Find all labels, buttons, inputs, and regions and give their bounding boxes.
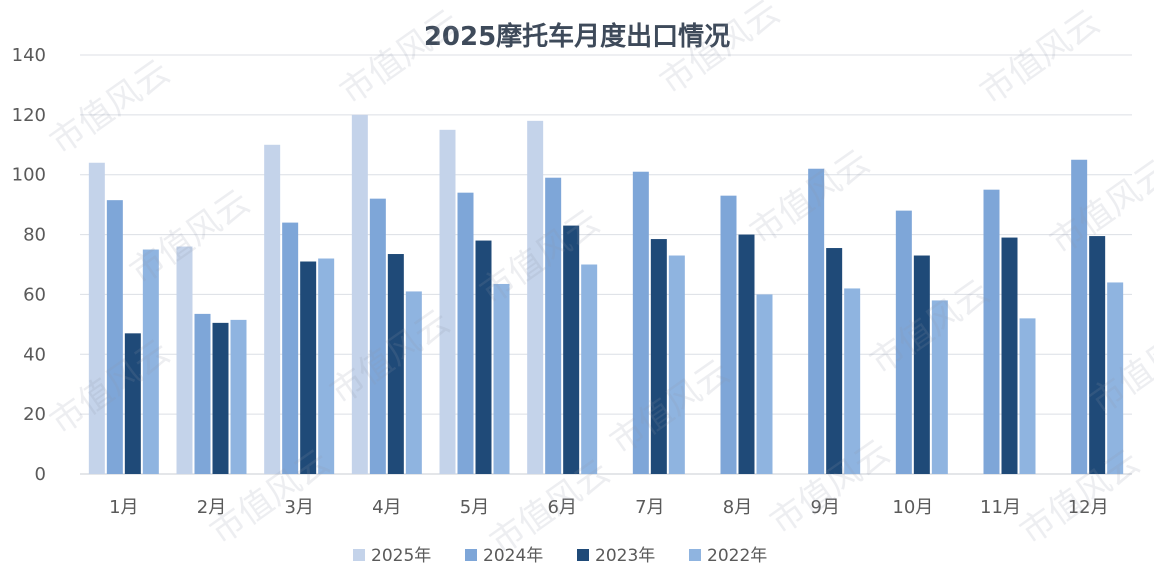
- bar: [351, 114, 368, 474]
- y-tick-label: 120: [12, 105, 46, 126]
- bar: [527, 120, 544, 474]
- chart-title: 2025摩托车月度出口情况: [424, 21, 730, 52]
- grid-layer: [80, 54, 1132, 475]
- bar: [142, 249, 159, 474]
- bar: [106, 200, 123, 474]
- bar: [1089, 236, 1106, 474]
- legend-label: 2023年: [595, 546, 655, 566]
- legend-label: 2025年: [371, 546, 431, 566]
- bar: [563, 225, 580, 474]
- legend: 2025年 2024年 2023年 2022年: [353, 546, 767, 566]
- bar: [212, 322, 229, 474]
- y-tick-label: 40: [23, 344, 46, 365]
- bar: [264, 144, 281, 475]
- x-tick-label: 8月: [723, 497, 752, 518]
- x-tick-label: 3月: [284, 497, 313, 518]
- y-tick-label: 20: [23, 404, 46, 425]
- bar: [457, 192, 474, 474]
- bar: [1071, 159, 1088, 474]
- x-tick-label: 6月: [547, 497, 576, 518]
- x-tick-label: 10月: [892, 497, 933, 518]
- bar: [124, 333, 141, 474]
- bar: [369, 198, 386, 474]
- x-tick-label: 5月: [460, 497, 489, 518]
- bar: [493, 283, 510, 474]
- bar: [405, 291, 422, 474]
- bar: [632, 171, 649, 474]
- bar: [439, 129, 456, 475]
- bar: [983, 189, 1000, 474]
- bar: [826, 248, 843, 474]
- x-tick-label: 7月: [635, 497, 664, 518]
- bar: [1107, 282, 1124, 474]
- bar: [738, 234, 755, 474]
- bar: [668, 255, 685, 474]
- y-tick-label: 100: [12, 165, 46, 186]
- bar: [650, 239, 667, 474]
- bar: [1001, 237, 1018, 474]
- bar: [475, 240, 492, 474]
- y-axis: 0 20 40 60 80 100 120 140: [12, 45, 46, 485]
- x-tick-label: 9月: [810, 497, 839, 518]
- x-tick-label: 11月: [980, 497, 1021, 518]
- x-tick-label: 2月: [197, 497, 226, 518]
- bar: [720, 195, 737, 474]
- bar: [318, 258, 335, 474]
- bar: [545, 177, 562, 474]
- bars-layer: [88, 114, 1124, 475]
- x-tick-label: 4月: [372, 497, 401, 518]
- bar: [230, 319, 247, 474]
- y-tick-label: 80: [23, 225, 46, 246]
- legend-swatch: [577, 549, 589, 561]
- bar: [895, 210, 912, 474]
- bar: [913, 255, 930, 474]
- y-tick-label: 140: [12, 45, 46, 66]
- y-tick-label: 0: [35, 464, 46, 485]
- bar: [194, 313, 211, 474]
- bar: [1019, 318, 1036, 474]
- x-tick-label: 12月: [1068, 497, 1109, 518]
- bar: [176, 246, 193, 474]
- legend-swatch: [689, 549, 701, 561]
- y-tick-label: 60: [23, 284, 46, 305]
- bar: [844, 288, 861, 474]
- bar: [581, 264, 598, 474]
- bar: [931, 300, 948, 474]
- bar: [300, 261, 317, 474]
- bar: [808, 168, 825, 474]
- x-tick-label: 1月: [109, 497, 138, 518]
- legend-swatch: [465, 549, 477, 561]
- x-axis: 1月 2月 3月 4月 5月 6月 7月 8月 9月 10月 11月 12月: [109, 497, 1109, 518]
- legend-swatch: [353, 549, 365, 561]
- bar: [88, 162, 105, 474]
- bar: [282, 222, 299, 474]
- bar: [756, 294, 773, 474]
- legend-label: 2024年: [483, 546, 543, 566]
- bar: [387, 254, 404, 474]
- legend-label: 2022年: [707, 546, 767, 566]
